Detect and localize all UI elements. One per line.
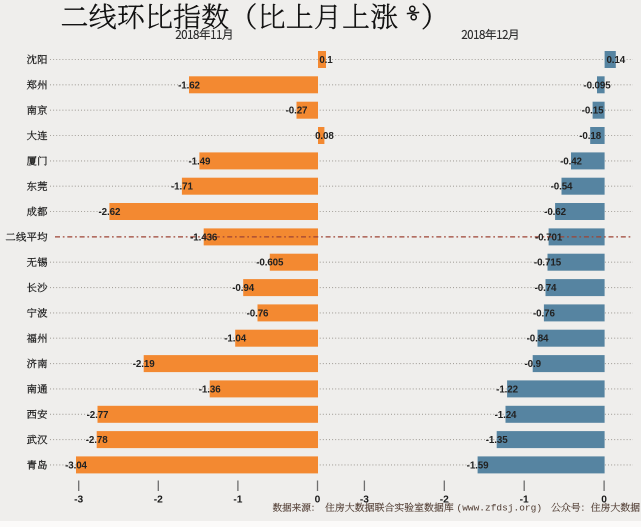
svg-text:-0.94: -0.94 xyxy=(232,283,254,294)
svg-text:-2: -2 xyxy=(154,494,163,505)
svg-text:-2.78: -2.78 xyxy=(86,435,108,446)
svg-text:0: 0 xyxy=(315,494,321,505)
svg-text:-0.54: -0.54 xyxy=(551,182,573,193)
svg-text:-0.27: -0.27 xyxy=(286,106,308,117)
svg-text:0: 0 xyxy=(601,494,607,505)
svg-text:-0.701: -0.701 xyxy=(535,232,563,243)
svg-text:-0.715: -0.715 xyxy=(534,258,562,269)
svg-text:-0.74: -0.74 xyxy=(535,283,557,294)
svg-text:-0.9: -0.9 xyxy=(524,359,541,370)
svg-text:-3: -3 xyxy=(360,494,369,505)
svg-text:-0.76: -0.76 xyxy=(533,308,555,319)
svg-text:-0.18: -0.18 xyxy=(579,131,601,142)
svg-text:0.1: 0.1 xyxy=(319,55,333,66)
svg-text:-0.42: -0.42 xyxy=(560,156,582,167)
svg-text:-2.19: -2.19 xyxy=(133,359,155,370)
svg-text:-2.77: -2.77 xyxy=(87,410,109,421)
svg-text:-1.35: -1.35 xyxy=(486,435,508,446)
svg-text:-1.04: -1.04 xyxy=(224,334,246,345)
svg-text:-0.15: -0.15 xyxy=(582,106,604,117)
svg-text:-0.095: -0.095 xyxy=(583,80,611,91)
svg-text:-1: -1 xyxy=(233,494,242,505)
svg-text:-1: -1 xyxy=(520,494,529,505)
svg-text:-2.62: -2.62 xyxy=(98,207,120,218)
svg-text:-1.22: -1.22 xyxy=(496,384,518,395)
svg-text:-3.04: -3.04 xyxy=(65,460,87,471)
svg-text:-0.62: -0.62 xyxy=(544,207,566,218)
svg-text:-0.76: -0.76 xyxy=(247,308,269,319)
svg-text:-1.49: -1.49 xyxy=(188,156,210,167)
svg-text:0.08: 0.08 xyxy=(315,131,334,142)
svg-text:(www.zfdsj.org): (www.zfdsj.org) xyxy=(457,503,543,514)
svg-text:-2: -2 xyxy=(440,494,449,505)
svg-text:-1.71: -1.71 xyxy=(171,182,193,193)
svg-text:-1.24: -1.24 xyxy=(495,410,517,421)
svg-text:-1.436: -1.436 xyxy=(190,232,218,243)
svg-text:-3: -3 xyxy=(74,494,83,505)
svg-text:-0.605: -0.605 xyxy=(256,258,284,269)
svg-text:-1.62: -1.62 xyxy=(178,80,200,91)
svg-text:-1.59: -1.59 xyxy=(467,460,489,471)
svg-text:-0.84: -0.84 xyxy=(527,334,549,345)
svg-text:0.14: 0.14 xyxy=(606,55,625,66)
svg-text:-1.36: -1.36 xyxy=(199,384,221,395)
